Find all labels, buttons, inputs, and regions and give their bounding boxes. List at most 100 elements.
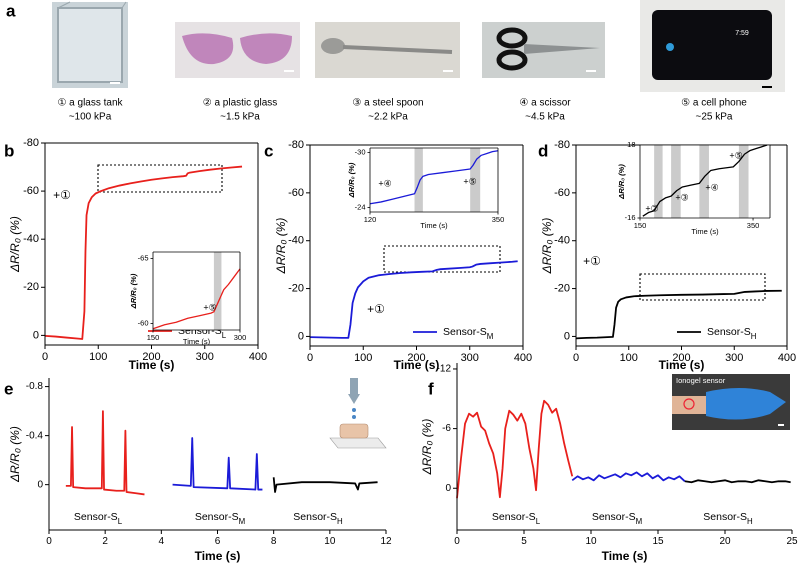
series-name: Sensor-S <box>195 511 239 523</box>
data-line <box>272 477 378 493</box>
y-tick-label: -20 <box>554 282 570 294</box>
series-subscript: M <box>636 517 643 526</box>
panel-label: e <box>4 379 13 398</box>
series-label: Sensor-SH <box>707 326 757 341</box>
panel-label: d <box>538 141 548 160</box>
data-line <box>309 260 518 339</box>
photo-caption: ⑤ a cell phone <box>681 98 747 109</box>
x-axis-label: Time (s) <box>691 227 719 236</box>
series-name: Sensor-S <box>293 511 337 523</box>
x-tick-label: 200 <box>407 352 425 364</box>
series-subscript: M <box>487 332 494 341</box>
series-name: Sensor-S <box>707 326 751 338</box>
x-tick-label: 300 <box>234 333 247 342</box>
data-line <box>65 410 145 496</box>
x-tick-label: 5 <box>521 536 527 547</box>
photo-pressure: ~100 kPa <box>69 112 112 123</box>
series-subscript: H <box>747 517 753 526</box>
photo-glass-tank <box>52 1 128 88</box>
data-line <box>172 437 263 491</box>
annotation: +⑤ <box>729 150 742 160</box>
shaded-band <box>671 145 681 218</box>
y-tick-label: -24 <box>355 202 366 211</box>
series-subscript: L <box>118 517 123 526</box>
y-tick-label: -60 <box>288 187 304 199</box>
x-tick-label: 120 <box>364 215 377 224</box>
panel-label: c <box>264 141 273 160</box>
series-subscript: H <box>337 517 343 526</box>
y-axis-label: ΔR/R₀ (%) <box>540 218 554 275</box>
annotation: +③ <box>675 192 688 202</box>
x-tick-label: 2 <box>102 536 108 547</box>
y-tick-label: -60 <box>23 185 39 197</box>
x-axis-label: Time (s) <box>602 549 648 563</box>
y-axis-label: ΔR/R₀ (%) <box>8 426 22 483</box>
x-tick-label: 10 <box>324 536 336 547</box>
y-tick-label: -12 <box>437 364 452 375</box>
data-line <box>575 289 782 340</box>
shaded-band <box>699 145 709 218</box>
x-tick-label: 300 <box>461 352 479 364</box>
annotation: +① <box>53 188 71 202</box>
x-tick-label: 300 <box>725 352 743 364</box>
y-tick-label: -18 <box>625 140 636 149</box>
x-tick-label: 100 <box>89 351 107 363</box>
inset-chart: 150 350 -18 -16 Time (s) ΔR/R₀ (%) +② +③ +④ +⑤ <box>617 140 771 236</box>
y-tick-label: -0.8 <box>26 381 44 392</box>
y-tick-label: -30 <box>355 148 366 157</box>
x-tick-label: 300 <box>196 351 214 363</box>
shaded-band <box>738 145 749 218</box>
series-label: Sensor-SM <box>195 511 245 526</box>
series-label: Sensor-SM <box>592 511 642 526</box>
y-tick-label: -60 <box>138 318 149 327</box>
x-tick-label: 4 <box>159 536 165 547</box>
x-tick-label: 15 <box>652 536 664 547</box>
y-tick-label: 0 <box>33 329 39 341</box>
annotation: +① <box>583 254 601 268</box>
chart: Sensor-SL Sensor-SM Sensor-SH0 2 4 6 8 10 12-0.8… <box>8 378 392 563</box>
photo-plastic-glass <box>175 22 300 78</box>
data-line <box>44 165 243 340</box>
x-tick-label: 150 <box>634 221 647 230</box>
phone-screen-text: 7:59 <box>735 30 749 37</box>
x-tick-label: 20 <box>719 536 731 547</box>
annotation: +② <box>645 203 658 213</box>
photo-caption: ④ a scissor <box>519 98 571 109</box>
y-axis-label: ΔR/R₀ (%) <box>617 164 626 200</box>
inset-background <box>153 252 240 330</box>
series-label: Sensor-SM <box>443 326 493 341</box>
x-tick-label: 12 <box>380 536 392 547</box>
data-line <box>369 150 499 205</box>
series-subscript: H <box>751 332 757 341</box>
photo-cell-phone: 7:59 <box>640 0 785 92</box>
photo-steel-spoon <box>315 22 460 78</box>
data-line <box>642 144 768 217</box>
y-tick-label: 0 <box>564 330 570 342</box>
photo-pressure: ~25 kPa <box>696 112 733 123</box>
photo-caption: ① a glass tank <box>57 98 123 109</box>
photo-pressure: ~1.5 kPa <box>220 112 260 123</box>
annotation: +⑤ <box>463 176 476 186</box>
ionogel-label: Ionogel sensor <box>676 376 726 385</box>
highlight-box <box>97 164 223 193</box>
y-tick-label: -16 <box>625 213 636 222</box>
y-tick-label: -20 <box>288 282 304 294</box>
x-tick-label: 0 <box>307 352 313 364</box>
shaded-band <box>654 145 663 218</box>
y-tick-label: -80 <box>554 139 570 151</box>
series-name: Sensor-S <box>443 326 487 338</box>
photo-pressure: ~4.5 kPa <box>525 112 565 123</box>
photo-caption: ② a plastic glass <box>203 98 278 109</box>
inset-chart: 120 350 -30 -24 Time (s) ΔR/R₀ (%) +④ +⑤ <box>347 148 504 230</box>
highlight-box <box>383 245 501 273</box>
series-label: Sensor-SH <box>293 511 343 526</box>
series-name: Sensor-S <box>703 511 747 523</box>
chart: Sensor-SL Sensor-SM Sensor-SH0 5 10 15 20 25-12… <box>420 363 798 563</box>
photo-scissor <box>482 22 605 78</box>
x-tick-label: 350 <box>492 215 505 224</box>
y-tick-label: 0 <box>445 483 451 494</box>
x-tick-label: 0 <box>42 351 48 363</box>
x-tick-label: 6 <box>215 536 221 547</box>
series-label: Sensor-SL <box>492 511 541 526</box>
y-tick-label: -80 <box>288 139 304 151</box>
